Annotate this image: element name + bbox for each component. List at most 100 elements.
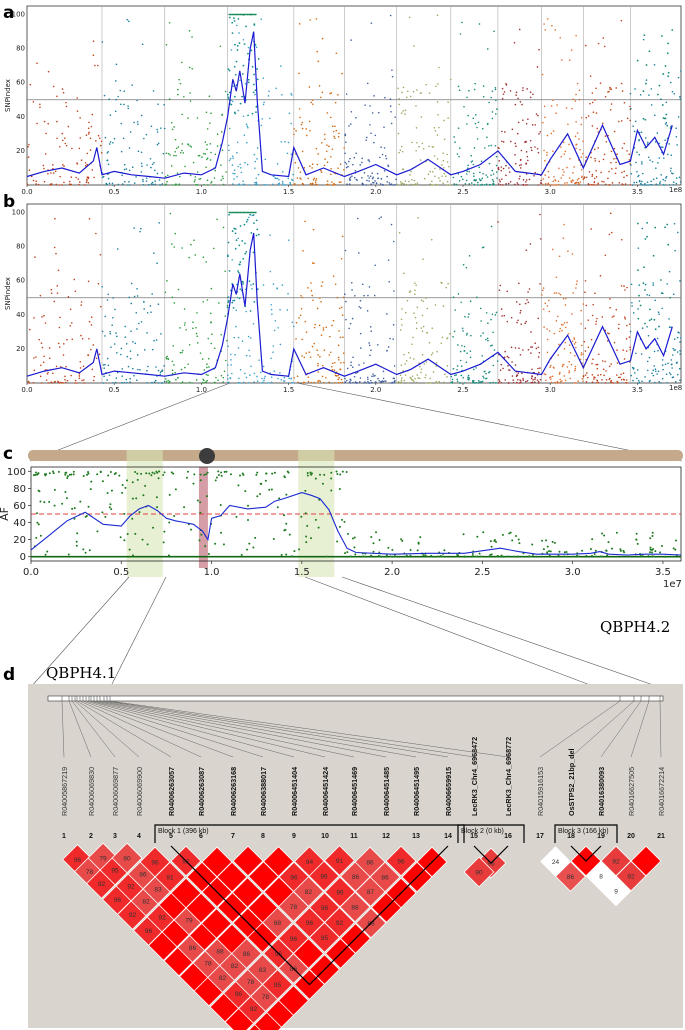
snp-point bbox=[529, 91, 532, 94]
snp-point bbox=[40, 382, 43, 384]
snp-point bbox=[410, 170, 412, 173]
snp-point bbox=[363, 172, 366, 174]
snp-point bbox=[558, 330, 561, 333]
af-point bbox=[517, 538, 520, 541]
snp-point bbox=[596, 127, 598, 130]
snp-point bbox=[97, 134, 100, 137]
snp-point bbox=[224, 359, 227, 362]
snp-point bbox=[253, 381, 255, 383]
snp-point bbox=[273, 329, 276, 332]
snp-point bbox=[328, 354, 331, 356]
snp-point bbox=[140, 114, 143, 117]
snp-point bbox=[475, 381, 478, 384]
snp-point bbox=[164, 184, 166, 186]
snp-point bbox=[486, 176, 489, 178]
snp-point bbox=[64, 381, 67, 384]
snp-point bbox=[478, 381, 481, 383]
snp-point bbox=[661, 377, 664, 380]
snp-point bbox=[87, 182, 90, 184]
snp-point bbox=[515, 162, 517, 165]
snp-point bbox=[44, 322, 47, 324]
snp-point bbox=[519, 175, 521, 178]
snp-point bbox=[550, 376, 552, 378]
snp-point bbox=[316, 307, 319, 310]
snp-point bbox=[496, 108, 498, 110]
snp-point bbox=[348, 125, 350, 127]
af-point bbox=[146, 543, 149, 546]
snp-point bbox=[558, 255, 561, 258]
snp-point bbox=[101, 330, 104, 333]
snp-point bbox=[556, 104, 558, 106]
snp-point bbox=[321, 364, 324, 367]
snp-point bbox=[459, 33, 462, 35]
af-point bbox=[409, 555, 412, 558]
snp-point bbox=[532, 93, 534, 96]
snp-point bbox=[233, 13, 236, 16]
snp-point bbox=[257, 173, 260, 176]
snp-point bbox=[307, 376, 310, 378]
snp-point bbox=[436, 101, 439, 103]
snp-point bbox=[468, 183, 471, 185]
af-point bbox=[298, 548, 301, 551]
snp-point bbox=[26, 183, 29, 186]
snp-point bbox=[331, 366, 333, 368]
snp-point bbox=[665, 113, 668, 116]
af-point bbox=[611, 547, 614, 550]
snp-point bbox=[116, 371, 119, 374]
snp-point bbox=[233, 65, 236, 68]
snp-point bbox=[561, 364, 564, 366]
snp-point bbox=[446, 364, 449, 367]
snp-point bbox=[366, 82, 369, 85]
marker-connector bbox=[76, 700, 172, 758]
snp-point bbox=[337, 356, 340, 359]
af-point bbox=[546, 545, 549, 548]
snp-point bbox=[655, 183, 658, 185]
af-point bbox=[205, 495, 208, 498]
snp-point bbox=[107, 293, 110, 296]
snp-point bbox=[117, 95, 119, 98]
snp-point bbox=[236, 296, 239, 299]
snp-point bbox=[335, 52, 338, 55]
snp-point bbox=[302, 183, 305, 186]
panel-label-a: a bbox=[3, 3, 14, 23]
snp-point bbox=[77, 178, 80, 180]
af-point bbox=[206, 471, 209, 474]
snp-point bbox=[28, 328, 31, 331]
snp-point bbox=[542, 287, 545, 289]
snp-point bbox=[522, 89, 524, 92]
snp-point bbox=[677, 76, 680, 79]
snp-point bbox=[653, 63, 656, 66]
af-point bbox=[651, 555, 654, 558]
snp-point bbox=[379, 183, 382, 185]
snp-point bbox=[290, 377, 293, 380]
snp-point bbox=[515, 94, 517, 96]
af-point bbox=[36, 473, 39, 476]
snp-point bbox=[86, 178, 88, 181]
snp-point bbox=[527, 159, 529, 162]
snp-point bbox=[143, 349, 146, 351]
snp-point bbox=[588, 170, 591, 173]
snp-point bbox=[539, 367, 541, 369]
snp-point bbox=[490, 318, 492, 321]
snp-point bbox=[69, 308, 72, 311]
snp-point bbox=[228, 213, 230, 216]
snp-point bbox=[356, 217, 359, 220]
snp-point bbox=[587, 183, 590, 185]
snp-point bbox=[372, 373, 374, 375]
snp-point bbox=[220, 164, 222, 166]
snp-point bbox=[230, 353, 232, 356]
snp-point bbox=[613, 147, 616, 150]
snp-point bbox=[69, 324, 72, 327]
snp-point bbox=[252, 283, 255, 285]
snp-point bbox=[143, 137, 145, 140]
snp-point bbox=[437, 114, 439, 116]
snp-point bbox=[525, 179, 528, 181]
snp-point bbox=[388, 182, 391, 184]
snp-point bbox=[214, 153, 217, 156]
snp-point bbox=[593, 376, 595, 378]
snp-point bbox=[560, 146, 562, 148]
snp-point bbox=[665, 101, 668, 104]
snp-point bbox=[331, 125, 334, 128]
snp-point bbox=[238, 211, 240, 214]
snp-point bbox=[631, 301, 633, 304]
